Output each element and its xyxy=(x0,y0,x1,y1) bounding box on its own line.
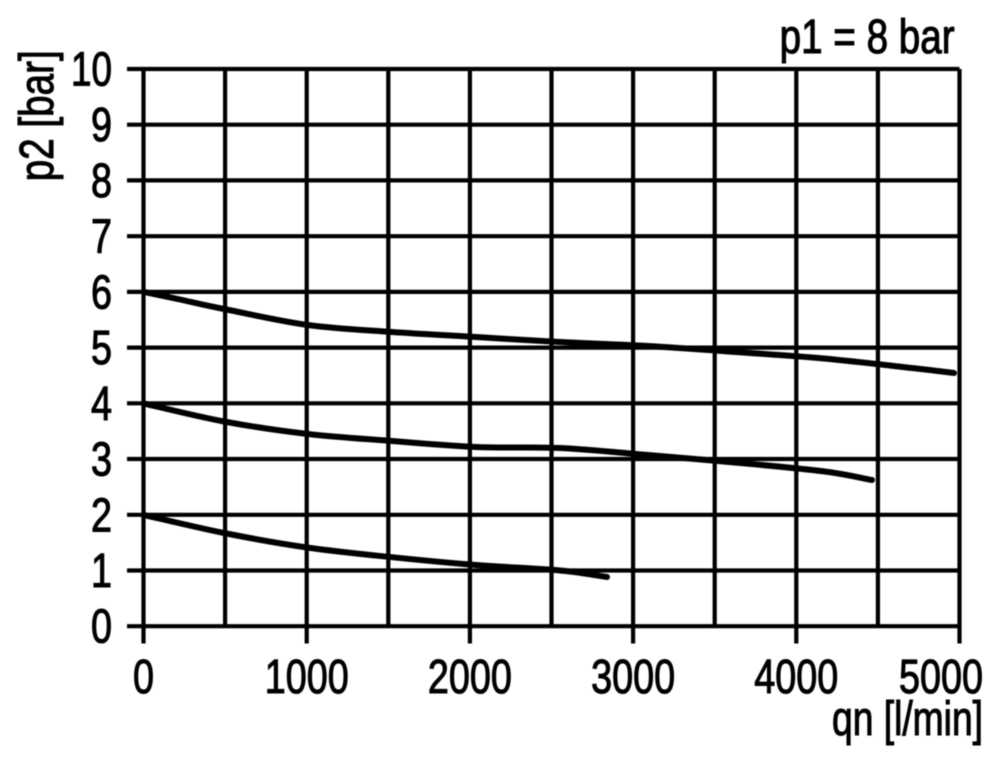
svg-text:0: 0 xyxy=(91,601,112,654)
svg-text:2000: 2000 xyxy=(428,651,512,704)
svg-text:3000: 3000 xyxy=(591,651,675,704)
svg-text:4: 4 xyxy=(91,378,112,431)
svg-text:1: 1 xyxy=(91,545,112,598)
svg-text:0: 0 xyxy=(133,651,154,704)
svg-text:5000: 5000 xyxy=(899,651,983,704)
svg-text:1000: 1000 xyxy=(265,651,349,704)
svg-text:7: 7 xyxy=(91,211,112,264)
svg-text:8: 8 xyxy=(91,155,112,208)
svg-text:3: 3 xyxy=(91,434,112,487)
svg-text:2: 2 xyxy=(91,489,112,542)
svg-text:10: 10 xyxy=(71,44,112,97)
svg-text:9: 9 xyxy=(91,99,112,152)
svg-text:4000: 4000 xyxy=(754,651,838,704)
svg-text:p2 [bar]: p2 [bar] xyxy=(11,50,64,181)
svg-text:p1 = 8 bar: p1 = 8 bar xyxy=(780,11,955,64)
svg-text:qn [l/min]: qn [l/min] xyxy=(832,693,983,746)
svg-text:5: 5 xyxy=(91,322,112,375)
svg-text:6: 6 xyxy=(91,266,112,319)
